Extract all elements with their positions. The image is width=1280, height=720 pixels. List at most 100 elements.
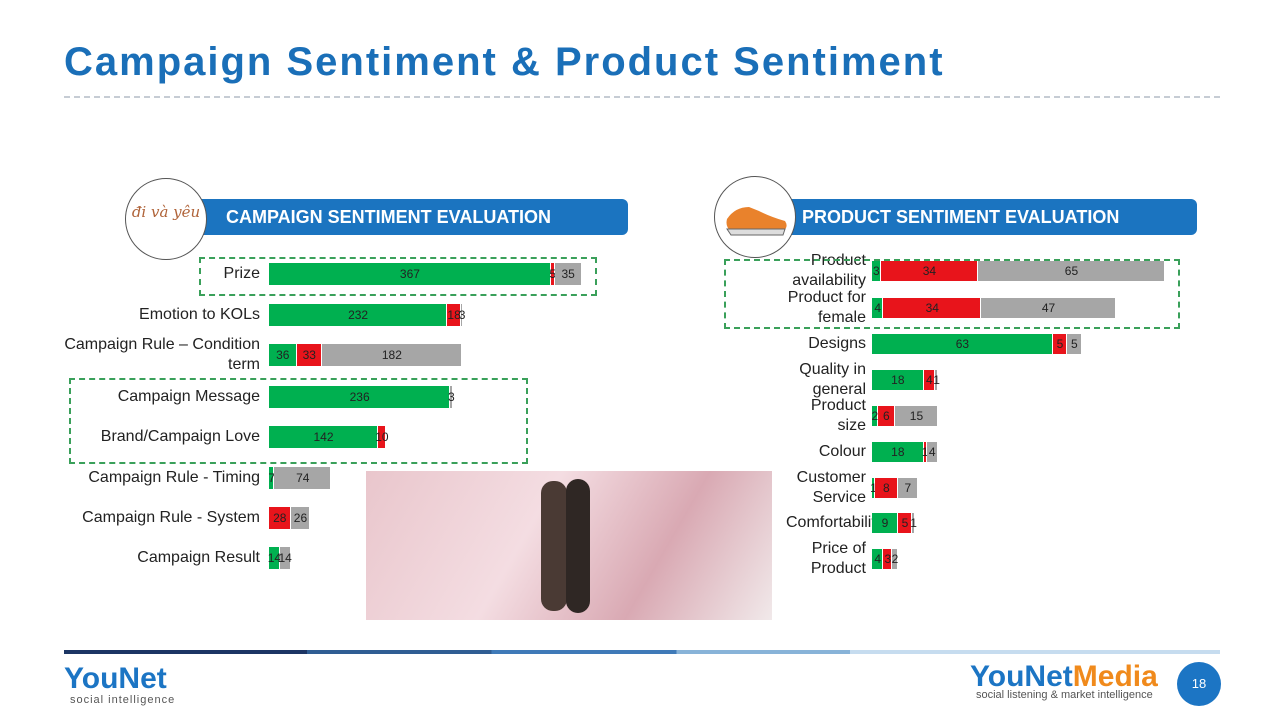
title-rule — [64, 96, 1220, 98]
footer-logo: YouNet — [64, 662, 167, 695]
category-label: Colour — [818, 443, 866, 460]
value-label: 3 — [884, 552, 892, 566]
category-label: Prize — [223, 265, 260, 282]
badge-text: đi và yêu — [131, 203, 201, 221]
logo-part: Media — [1072, 660, 1158, 693]
bar-segment — [877, 406, 895, 426]
bar-segment — [874, 478, 898, 498]
value-label: 63 — [955, 337, 970, 351]
value-label: 28 — [273, 511, 287, 525]
value-label: 4 — [926, 373, 933, 387]
category-label: Campaign Rule - System — [82, 509, 260, 526]
category-label: Campaign Rule - Timing — [88, 469, 260, 486]
value-label: 7 — [268, 471, 276, 485]
bar-segment — [923, 370, 936, 390]
value-label: 26 — [293, 511, 308, 525]
value-label: 47 — [1041, 301, 1056, 315]
category-label: Campaign Message — [117, 388, 260, 405]
section-heading: CAMPAIGN SENTIMENT EVALUATION — [190, 199, 628, 235]
campaign-photo — [366, 471, 772, 620]
category-label: Customer Service — [796, 469, 866, 506]
slide-title: Campaign Sentiment & Product Sentiment — [64, 40, 945, 84]
value-label: 1 — [933, 373, 940, 387]
bar-segment — [872, 334, 1053, 354]
footer-rule — [64, 650, 1220, 654]
bar-segment — [872, 442, 924, 462]
bar-segment — [378, 426, 386, 448]
value-label: 3 — [872, 264, 880, 278]
value-label: 65 — [1064, 264, 1079, 278]
value-label: 4 — [928, 445, 936, 459]
bar-segment — [981, 298, 1116, 318]
bar-segment — [269, 263, 551, 285]
category-label: Comfortability — [786, 514, 884, 531]
bar-segment — [269, 547, 280, 569]
value-label: 4 — [874, 552, 882, 566]
bar-segment — [269, 344, 297, 366]
value-label: 1 — [870, 481, 877, 495]
campaign-badge: đi và yêu — [125, 178, 207, 260]
value-label: 33 — [302, 348, 316, 362]
category-label: Emotion to KOLs — [139, 306, 260, 323]
value-label: 2 — [871, 409, 879, 423]
bar-segment — [269, 467, 275, 489]
value-label: 367 — [399, 267, 420, 281]
value-label: 7 — [904, 481, 912, 495]
category-label: Price of Product — [810, 540, 866, 577]
value-label: 8 — [883, 481, 890, 495]
value-label: 36 — [276, 348, 290, 362]
bar-segment — [290, 507, 311, 529]
bar-segment — [978, 261, 1165, 281]
value-label: 18 — [891, 445, 905, 459]
bar-segment — [872, 478, 875, 498]
value-label: 5 — [1070, 337, 1078, 351]
value-label: 34 — [925, 301, 939, 315]
bar-segment — [894, 406, 938, 426]
value-label: 9 — [881, 516, 889, 530]
bar-segment — [872, 261, 881, 281]
bar-segment — [447, 304, 461, 326]
logo-part: YouNet — [970, 660, 1073, 693]
bar-segment — [935, 370, 938, 390]
bar-segment — [461, 304, 464, 326]
category-label: Campaign Rule – Condition term — [64, 336, 260, 373]
bar-segment — [923, 442, 927, 462]
value-label: 18 — [891, 373, 905, 387]
value-label: 4 — [874, 301, 882, 315]
bar-segment — [550, 263, 555, 285]
bar-segment — [269, 304, 448, 326]
bar-segment — [883, 298, 982, 318]
value-label: 14 — [267, 551, 282, 565]
highlight-box — [69, 378, 528, 464]
category-label: Designs — [808, 335, 866, 352]
page-number: 18 — [1177, 662, 1221, 706]
footer-tagline: social intelligence — [70, 694, 176, 706]
value-label: 3 — [448, 390, 455, 404]
bar-segment — [880, 261, 979, 281]
footer-tagline: social listening & market intelligence — [976, 689, 1153, 701]
section-heading: PRODUCT SENTIMENT EVALUATION — [766, 199, 1197, 235]
value-label: 1 — [921, 445, 929, 459]
bar-segment — [269, 386, 451, 408]
bar-segment — [1067, 334, 1082, 354]
product-badge — [714, 176, 796, 258]
bar-segment — [296, 344, 322, 366]
value-label: 232 — [348, 308, 369, 322]
bar-segment — [1052, 334, 1068, 354]
value-label: 5 — [901, 516, 909, 530]
value-label: 1 — [910, 516, 917, 530]
value-label: 2 — [891, 552, 899, 566]
highlight-box — [724, 259, 1180, 329]
value-label: 5 — [549, 267, 557, 281]
bar-segment — [912, 513, 916, 533]
bar-segment — [897, 478, 918, 498]
value-label: 10 — [375, 430, 389, 444]
category-label: Product size — [810, 397, 866, 434]
bar-segment — [269, 426, 379, 448]
bar-segment — [872, 370, 924, 390]
shoe-icon — [726, 207, 787, 236]
value-label: 182 — [381, 348, 402, 362]
category-label: Campaign Result — [137, 549, 260, 566]
bar-segment — [554, 263, 582, 285]
